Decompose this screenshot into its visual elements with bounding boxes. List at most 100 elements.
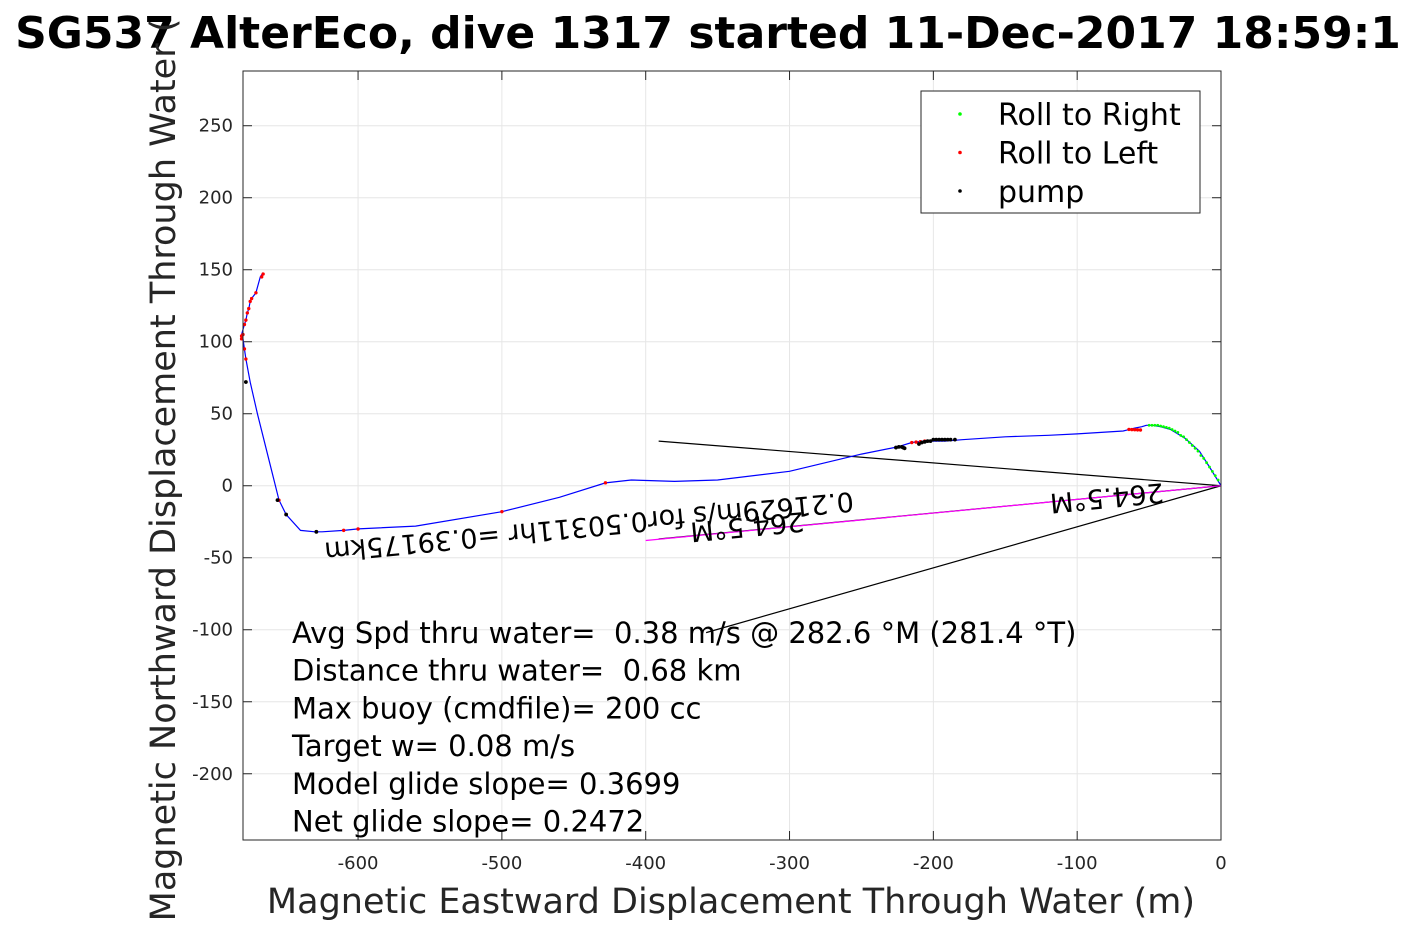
- roll-left-point: [1138, 428, 1143, 432]
- y-axis-label: Magnetic Northward Displacement Through …: [144, 19, 184, 922]
- pump-point: [896, 444, 901, 449]
- roll-right-point: [1213, 474, 1217, 478]
- roll-right-point: [1153, 423, 1157, 427]
- roll-left-point: [1133, 428, 1137, 432]
- x-tick-label: -200: [913, 853, 954, 874]
- roll-left-point: [259, 275, 264, 279]
- roll-left-point: [1127, 427, 1131, 432]
- roll-left-point: [910, 440, 914, 445]
- x-tick-label: -500: [481, 853, 522, 874]
- stat-annotation: Distance thru water= 0.68 km: [292, 654, 742, 688]
- roll-right-point: [1210, 469, 1214, 473]
- roll-right-point: [1167, 426, 1171, 430]
- roll-right-point: [1156, 423, 1160, 427]
- roll-right-point: [1147, 423, 1151, 427]
- x-tick-label: -600: [338, 853, 379, 874]
- x-tick-label: -100: [1057, 853, 1098, 874]
- y-ticks: -200 -150 -100 -50 0 50 100 150 200 250: [192, 116, 1221, 785]
- legend-entry: pump: [998, 175, 1084, 210]
- legend-entry: Roll to Left: [998, 137, 1158, 172]
- track-line: [241, 272, 1222, 533]
- roll-left-point: [244, 318, 248, 322]
- pump-point: [922, 439, 927, 444]
- y-tick-label: -150: [192, 692, 233, 713]
- roll-left-point: [244, 357, 248, 361]
- x-tick-label: -300: [769, 853, 810, 874]
- roll-left-point: [242, 347, 247, 351]
- roll-right-point: [1150, 423, 1154, 427]
- chart-title: SG537 AlterEco, dive 1317 started 11-Dec…: [15, 8, 1401, 59]
- x-axis-label: Magnetic Eastward Displacement Through W…: [267, 882, 1195, 922]
- legend-marker: [958, 112, 962, 116]
- x-ticks: -600 -500 -400 -300 -200 -100 0: [338, 71, 1227, 874]
- y-tick-label: 150: [199, 260, 233, 281]
- pump-point: [942, 437, 947, 442]
- y-tick-label: -100: [192, 620, 233, 641]
- pump-point: [243, 380, 248, 384]
- pump-point: [934, 437, 939, 442]
- pump-point: [937, 437, 942, 442]
- pump-point: [894, 445, 898, 450]
- series-track: [241, 272, 1222, 533]
- stat-annotation: Max buoy (cmdfile)= 200 cc: [292, 691, 701, 725]
- series-current-track: [645, 485, 1222, 542]
- roll-left-point: [239, 337, 244, 341]
- y-tick-label: -200: [192, 764, 233, 785]
- roll-left-point: [254, 291, 258, 295]
- roll-right-point: [1185, 438, 1188, 442]
- roll-right-point: [1190, 444, 1194, 447]
- series-points: [239, 272, 1220, 534]
- roll-left-point: [261, 272, 265, 276]
- stat-annotation: Target w= 0.08 m/s: [291, 729, 575, 763]
- legend-marker: [958, 189, 962, 193]
- y-tick-label: 50: [210, 404, 233, 425]
- roll-left-point: [245, 311, 250, 315]
- pump-point: [284, 512, 289, 517]
- pump-point: [953, 437, 957, 442]
- roll-right-point: [1187, 441, 1191, 444]
- roll-left-point: [242, 322, 247, 327]
- roll-right-point: [1196, 449, 1200, 453]
- roll-left-point: [356, 527, 360, 531]
- pump-point: [931, 437, 936, 442]
- y-tick-label: 0: [222, 476, 233, 497]
- roll-left-point: [1130, 427, 1134, 432]
- roll-right-point: [1202, 456, 1206, 460]
- pump-point: [925, 439, 930, 443]
- roll-right-point: [1182, 435, 1186, 439]
- stat-annotation: Net glide slope= 0.2472: [292, 805, 644, 839]
- annotations: Avg Spd thru water= 0.38 m/s @ 282.6 °M …: [291, 616, 1076, 839]
- roll-left-point: [248, 299, 252, 304]
- stat-annotation: Model glide slope= 0.3699: [292, 767, 680, 801]
- roll-right-point: [1216, 478, 1220, 482]
- x-tick-label: 0: [1215, 853, 1226, 874]
- plot-border: [242, 70, 1222, 841]
- roll-left-point: [249, 296, 254, 301]
- roll-left-point: [603, 481, 608, 485]
- roll-right-point: [1170, 428, 1174, 431]
- pump-point: [948, 437, 953, 442]
- roll-left-point: [914, 440, 918, 444]
- y-tick-label: -50: [204, 548, 233, 569]
- y-tick-label: 200: [199, 188, 233, 209]
- roll-left-point: [239, 334, 244, 338]
- roll-right-point: [1205, 461, 1209, 465]
- pump-point: [899, 444, 904, 449]
- roll-right-point: [1176, 431, 1180, 434]
- roll-right-point: [1193, 446, 1197, 450]
- roll-right-point: [1159, 424, 1162, 428]
- roll-right-point: [1199, 454, 1203, 457]
- stat-annotation: Avg Spd thru water= 0.38 m/s @ 282.6 °M …: [292, 616, 1076, 650]
- roll-right-point: [1208, 465, 1211, 469]
- pump-point: [275, 498, 280, 503]
- x-tick-label: -400: [625, 853, 666, 874]
- pump-point: [314, 529, 319, 534]
- legend-marker: [958, 150, 962, 155]
- roll-left-point: [1135, 428, 1140, 432]
- vector-line: [705, 485, 1222, 634]
- roll-right-point: [1162, 425, 1165, 429]
- roll-left-point: [341, 528, 346, 533]
- legend-box: [920, 90, 1201, 214]
